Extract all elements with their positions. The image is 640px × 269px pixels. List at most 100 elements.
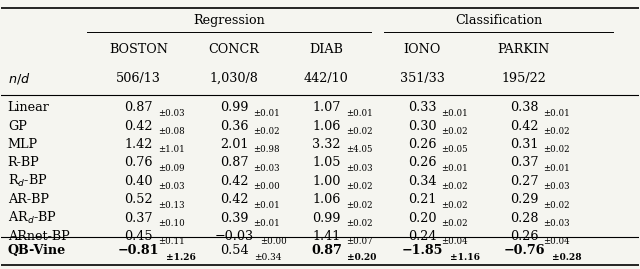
Text: ±0.01: ±0.01 (253, 109, 280, 118)
Text: AR-BP: AR-BP (8, 193, 49, 206)
Text: ±0.98: ±0.98 (253, 146, 280, 154)
Text: 0.26: 0.26 (509, 230, 538, 243)
Text: ±0.03: ±0.03 (253, 164, 280, 173)
Text: ±0.11: ±0.11 (158, 237, 185, 246)
Text: ±0.09: ±0.09 (158, 164, 184, 173)
Text: 2.01: 2.01 (220, 138, 248, 151)
Text: ARnet-BP: ARnet-BP (8, 230, 70, 243)
Text: ±0.02: ±0.02 (346, 127, 372, 136)
Text: Regression: Regression (193, 13, 265, 27)
Text: $n/d$: $n/d$ (8, 71, 30, 86)
Text: 0.54: 0.54 (220, 244, 248, 257)
Text: 0.87: 0.87 (220, 157, 248, 169)
Text: R-BP: R-BP (8, 157, 40, 169)
Text: ±0.02: ±0.02 (442, 201, 468, 210)
Text: 0.76: 0.76 (124, 157, 153, 169)
Text: CONCR: CONCR (209, 43, 259, 56)
Text: 0.39: 0.39 (220, 212, 248, 225)
Text: ±0.13: ±0.13 (158, 201, 184, 210)
Text: ±0.02: ±0.02 (442, 127, 468, 136)
Text: ±0.01: ±0.01 (543, 109, 570, 118)
Text: ±1.26: ±1.26 (166, 253, 196, 262)
Text: Linear: Linear (8, 101, 50, 114)
Text: ±0.02: ±0.02 (346, 201, 372, 210)
Text: AR$_d$-BP: AR$_d$-BP (8, 210, 56, 226)
Text: ±0.03: ±0.03 (543, 219, 570, 228)
Text: −1.85: −1.85 (401, 244, 443, 257)
Text: 1,030/8: 1,030/8 (209, 72, 259, 85)
Text: 0.26: 0.26 (408, 157, 436, 169)
Text: GP: GP (8, 120, 27, 133)
Text: 0.26: 0.26 (408, 138, 436, 151)
Text: 0.99: 0.99 (220, 101, 248, 114)
Text: ±0.07: ±0.07 (346, 237, 372, 246)
Text: 0.87: 0.87 (124, 101, 153, 114)
Text: ±0.28: ±0.28 (552, 253, 582, 262)
Text: −0.03: −0.03 (214, 230, 253, 243)
Text: ±0.04: ±0.04 (543, 237, 570, 246)
Text: ±0.03: ±0.03 (346, 164, 372, 173)
Text: −0.81: −0.81 (118, 244, 159, 257)
Text: ±0.01: ±0.01 (543, 164, 570, 173)
Text: ±0.00: ±0.00 (253, 182, 280, 191)
Text: ±0.02: ±0.02 (543, 146, 570, 154)
Text: 1.00: 1.00 (312, 175, 340, 188)
Text: 195/22: 195/22 (502, 72, 547, 85)
Text: ±0.05: ±0.05 (442, 146, 468, 154)
Text: 0.28: 0.28 (509, 212, 538, 225)
Text: ±0.02: ±0.02 (346, 182, 372, 191)
Text: QB-Vine: QB-Vine (8, 244, 66, 257)
Text: ±0.01: ±0.01 (346, 109, 372, 118)
Text: 0.29: 0.29 (509, 193, 538, 206)
Text: 351/33: 351/33 (399, 72, 444, 85)
Text: PARKIN: PARKIN (498, 43, 550, 56)
Text: 1.06: 1.06 (312, 120, 340, 133)
Text: ±1.01: ±1.01 (158, 146, 185, 154)
Text: ±0.10: ±0.10 (158, 219, 185, 228)
Text: 1.06: 1.06 (312, 193, 340, 206)
Text: 0.36: 0.36 (220, 120, 248, 133)
Text: 0.42: 0.42 (124, 120, 153, 133)
Text: ±0.20: ±0.20 (348, 253, 377, 262)
Text: ±0.03: ±0.03 (158, 109, 184, 118)
Text: DIAB: DIAB (309, 43, 343, 56)
Text: 0.42: 0.42 (220, 193, 248, 206)
Text: MLP: MLP (8, 138, 38, 151)
Text: ±0.02: ±0.02 (346, 219, 372, 228)
Text: BOSTON: BOSTON (109, 43, 168, 56)
Text: ±0.34: ±0.34 (253, 253, 281, 262)
Text: 0.27: 0.27 (509, 175, 538, 188)
Text: 0.99: 0.99 (312, 212, 340, 225)
Text: R$_d$-BP: R$_d$-BP (8, 173, 47, 189)
Text: 0.20: 0.20 (408, 212, 436, 225)
Text: ±0.02: ±0.02 (543, 201, 570, 210)
Text: ±0.02: ±0.02 (442, 219, 468, 228)
Text: 1.41: 1.41 (312, 230, 340, 243)
Text: 0.37: 0.37 (509, 157, 538, 169)
Text: ±0.08: ±0.08 (158, 127, 185, 136)
Text: 3.32: 3.32 (312, 138, 340, 151)
Text: ±0.01: ±0.01 (442, 109, 468, 118)
Text: Classification: Classification (455, 13, 542, 27)
Text: ±0.02: ±0.02 (442, 182, 468, 191)
Text: ±0.02: ±0.02 (543, 127, 570, 136)
Text: 0.45: 0.45 (124, 230, 153, 243)
Text: ±0.03: ±0.03 (158, 182, 184, 191)
Text: ±0.01: ±0.01 (442, 164, 468, 173)
Text: −0.76: −0.76 (503, 244, 545, 257)
Text: 0.30: 0.30 (408, 120, 436, 133)
Text: ±4.05: ±4.05 (346, 146, 372, 154)
Text: 0.40: 0.40 (124, 175, 153, 188)
Text: 0.52: 0.52 (124, 193, 153, 206)
Text: 1.42: 1.42 (124, 138, 152, 151)
Text: ±1.16: ±1.16 (450, 253, 480, 262)
Text: 0.31: 0.31 (509, 138, 538, 151)
Text: ±0.04: ±0.04 (442, 237, 468, 246)
Text: 506/13: 506/13 (116, 72, 161, 85)
Text: ±0.01: ±0.01 (253, 201, 280, 210)
Text: 0.34: 0.34 (408, 175, 436, 188)
Text: 442/10: 442/10 (304, 72, 349, 85)
Text: 0.21: 0.21 (408, 193, 436, 206)
Text: 0.87: 0.87 (311, 244, 342, 257)
Text: 1.07: 1.07 (312, 101, 340, 114)
